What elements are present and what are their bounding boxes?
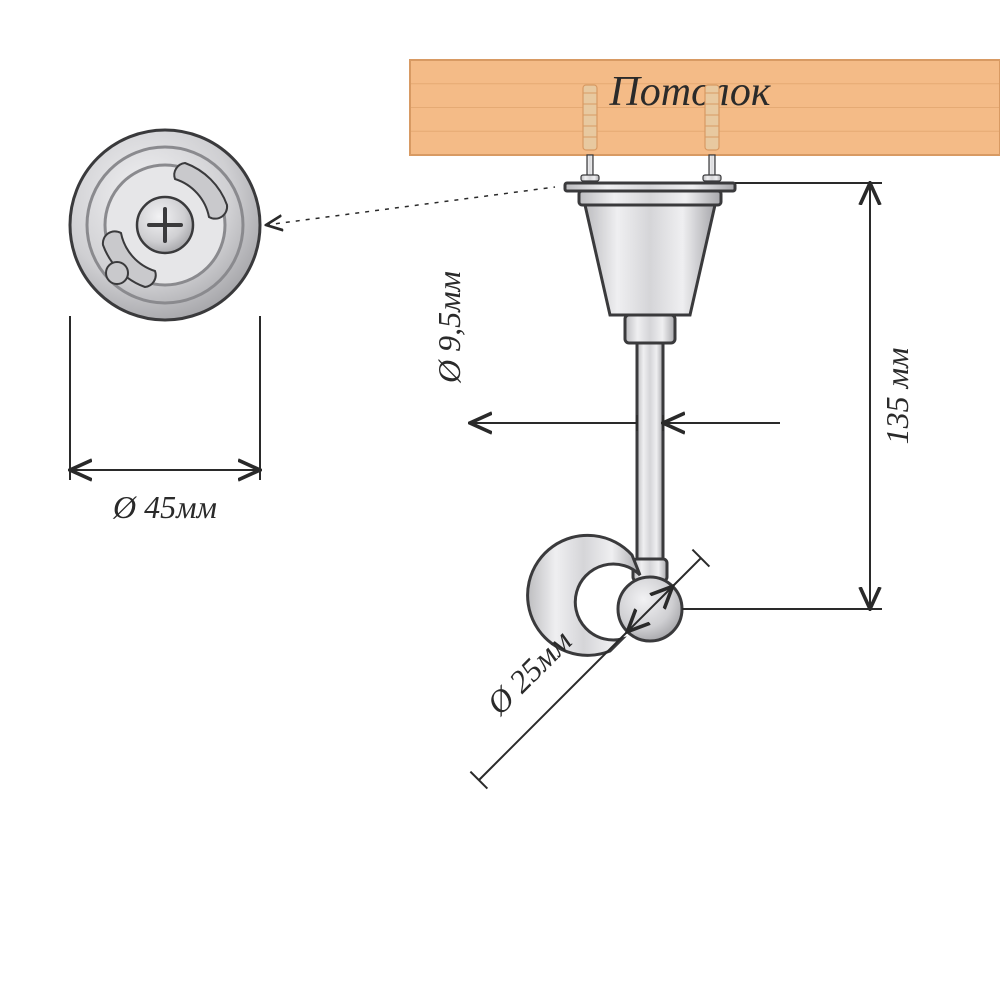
ceiling-label: Потолок: [608, 69, 770, 115]
bracket-rod: [637, 343, 663, 563]
reference-line: [266, 187, 555, 225]
bracket-cone: [585, 205, 715, 315]
dim-tube-diameter-label: Ø 25мм: [479, 622, 579, 722]
dim-height-label: 135 мм: [879, 348, 915, 445]
technical-diagram: Потолок Ø 45мм Ø 9,5мм 135 мм Ø 25мм: [0, 0, 1000, 1000]
dim-rod-diameter-label: Ø 9,5мм: [431, 271, 467, 384]
dim-base-diameter-label: Ø 45мм: [112, 489, 217, 525]
